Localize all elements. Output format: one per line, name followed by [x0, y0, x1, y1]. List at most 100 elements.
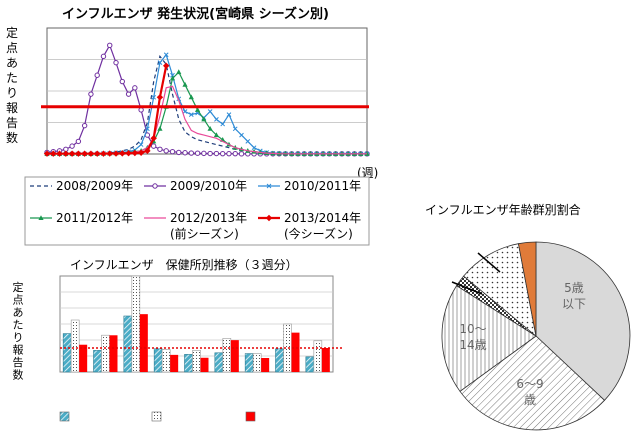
- bar-6w: [79, 344, 88, 372]
- slice-label-line: 5歳: [564, 281, 584, 295]
- legend-swatch: [59, 411, 70, 422]
- data-point: [238, 151, 245, 157]
- legend-item-0: 2008/2009年: [30, 179, 133, 193]
- data-point: [239, 132, 244, 138]
- data-point: [213, 150, 220, 157]
- bar-6w: [321, 348, 330, 372]
- data-point: [50, 150, 57, 157]
- data-point: [201, 116, 207, 122]
- data-point: [88, 91, 94, 97]
- svg-text:報: 報: [6, 101, 18, 115]
- legend-label: 2008/2009年: [56, 179, 133, 193]
- pie-slice-0: [535, 241, 631, 401]
- data-point: [131, 149, 139, 157]
- data-point: [144, 147, 151, 155]
- bar-5w: [313, 340, 323, 373]
- slice-label-line: 10～: [459, 322, 486, 336]
- bar-4w: [123, 315, 133, 373]
- legend-item-1: [151, 411, 162, 422]
- svg-text:た: た: [6, 71, 18, 85]
- svg-text:り: り: [13, 331, 24, 344]
- data-point: [182, 150, 188, 156]
- bar-6w: [170, 354, 179, 372]
- bar-5w: [192, 350, 201, 373]
- data-point: [38, 215, 44, 220]
- data-point: [176, 149, 182, 156]
- data-point: [265, 214, 273, 222]
- legend-item-2: 2010/2011年: [258, 179, 361, 193]
- data-point: [145, 126, 150, 132]
- bar-4w: [244, 353, 254, 373]
- data-point: [87, 150, 95, 157]
- svg-text:報: 報: [13, 344, 24, 357]
- data-point: [188, 112, 194, 117]
- data-point: [100, 150, 107, 157]
- data-point: [75, 138, 82, 145]
- data-point: [81, 122, 88, 129]
- bar-6w: [109, 335, 118, 372]
- data-point: [81, 150, 88, 157]
- plot-area: [59, 275, 343, 373]
- leader-line: [477, 252, 501, 273]
- data-point: [107, 42, 113, 49]
- bar-4w: [305, 356, 315, 373]
- data-point: [182, 81, 188, 87]
- bar-4w: [153, 348, 163, 373]
- data-point: [156, 94, 164, 101]
- data-point: [226, 150, 232, 157]
- slice-label-line: 以下: [562, 297, 586, 311]
- data-point: [113, 59, 119, 66]
- legend-label: (今シーズン): [284, 226, 353, 241]
- data-point: [188, 150, 195, 156]
- bar-4w: [62, 333, 72, 373]
- data-point: [163, 148, 169, 154]
- data-point: [169, 148, 176, 155]
- data-point: [56, 150, 63, 157]
- bar-6w: [230, 340, 239, 372]
- data-point: [138, 107, 144, 113]
- bar-6w: [261, 358, 270, 372]
- data-point: [245, 139, 251, 144]
- svg-text:点: 点: [6, 41, 18, 55]
- bar-5w: [131, 275, 141, 373]
- series-5: [43, 62, 170, 157]
- data-point: [152, 183, 158, 189]
- data-point: [125, 150, 132, 157]
- data-point: [232, 150, 238, 157]
- data-point: [75, 150, 82, 157]
- data-point: [125, 91, 132, 97]
- legend-item-5: 2013/2014年(今シーズン): [258, 211, 361, 241]
- data-point: [151, 94, 157, 100]
- legend-item-4: 2012/2013年(前シーズン): [144, 211, 247, 241]
- plot-area: [46, 27, 368, 155]
- data-point: [119, 78, 125, 85]
- data-point: [182, 109, 188, 114]
- leader-line: [451, 281, 483, 295]
- data-point: [207, 126, 213, 131]
- bar-6w: [139, 314, 148, 372]
- bar-5w: [101, 334, 110, 373]
- data-point: [163, 62, 170, 69]
- chart-title: インフルエンザ 発生状況(宮崎県 シーズン別): [62, 6, 329, 22]
- chart-title: インフルエンザ 保健所別推移（３週分）: [70, 258, 298, 272]
- legend-swatch: [245, 411, 256, 422]
- data-point: [213, 132, 220, 138]
- slice-label-line: 14歳: [459, 338, 486, 352]
- svg-text:告: 告: [6, 116, 18, 130]
- bar-4w: [214, 352, 224, 373]
- series-line: [47, 54, 367, 155]
- bar-5w: [70, 319, 80, 373]
- series-lines: [43, 42, 370, 157]
- data-point: [157, 126, 163, 131]
- svg-text:た: た: [13, 319, 24, 332]
- legend-label: 2012/2013年: [170, 211, 247, 225]
